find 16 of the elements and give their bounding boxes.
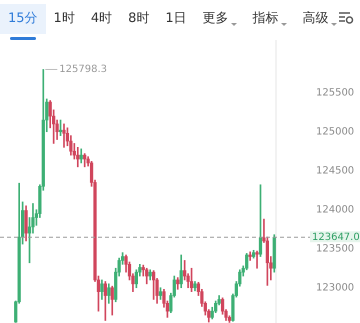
annotation: 125798.3 xyxy=(59,64,108,76)
text: 8时 xyxy=(128,10,150,28)
y-tick-label: 123000 xyxy=(316,282,354,294)
y-tick-label: 123500 xyxy=(316,243,354,254)
text: 1日 xyxy=(165,10,187,28)
text: 1时 xyxy=(54,10,75,28)
ref-line-label: 123647.0 xyxy=(312,232,360,243)
text: 15分 xyxy=(8,10,38,28)
text: 4时 xyxy=(90,10,112,28)
text: 高级 xyxy=(302,10,329,28)
y-tick-label: 124000 xyxy=(316,204,354,216)
y-tick-label: 125000 xyxy=(316,126,354,138)
y-tick-label: 125500 xyxy=(316,87,354,98)
text: 指标 xyxy=(252,10,279,28)
text: 更多 xyxy=(202,10,229,28)
y-tick-label: 124500 xyxy=(316,165,354,176)
